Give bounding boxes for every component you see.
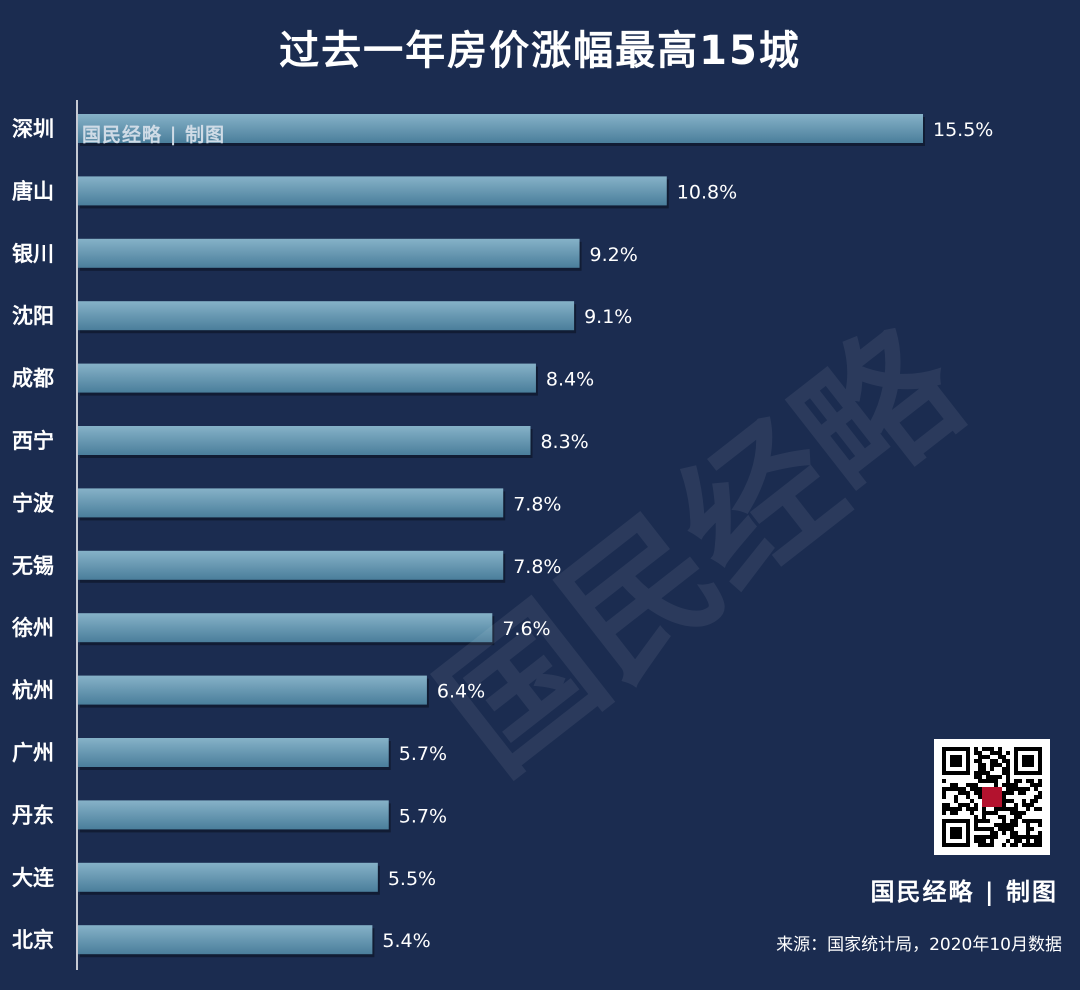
bar-14 — [78, 925, 373, 955]
category-label: 成都 — [12, 367, 54, 391]
bar-3 — [78, 238, 580, 268]
value-label: 6.4% — [437, 681, 485, 703]
bar-6 — [78, 426, 531, 455]
value-label: 10.8% — [677, 181, 737, 203]
value-label: 15.5% — [933, 119, 993, 141]
value-label: 8.3% — [540, 431, 588, 453]
value-label: 7.8% — [513, 556, 561, 578]
category-label: 沈阳 — [12, 304, 54, 328]
bar-1 — [78, 114, 923, 143]
value-label: 5.7% — [399, 743, 447, 765]
category-label: 无锡 — [12, 554, 54, 578]
category-label: 大连 — [12, 866, 55, 890]
value-label: 5.4% — [382, 930, 430, 952]
category-label: 丹东 — [12, 803, 54, 827]
brand-logo-text: 国民经略 | 制图 — [870, 877, 1058, 906]
category-label: 广州 — [12, 741, 54, 765]
chart-title: 过去一年房价涨幅最高15城 — [279, 28, 801, 74]
category-label: 唐山 — [12, 179, 54, 203]
category-label: 北京 — [12, 928, 54, 952]
bar-8 — [78, 550, 504, 580]
category-label: 宁波 — [12, 491, 55, 515]
source-note: 来源：国家统计局，2020年10月数据 — [776, 935, 1062, 955]
bar-5 — [78, 363, 536, 393]
qr-code[interactable] — [934, 739, 1050, 855]
bar-watermark: 国民经略 | 制图 — [82, 124, 226, 146]
bar-13 — [78, 862, 378, 892]
value-label: 9.1% — [584, 306, 632, 328]
bar-10 — [78, 675, 427, 705]
category-label: 深圳 — [12, 117, 54, 141]
qr-code-pattern — [942, 747, 1042, 847]
bar-11 — [78, 738, 389, 767]
category-label: 徐州 — [11, 616, 54, 640]
bar-9 — [78, 613, 493, 643]
category-label: 杭州 — [12, 679, 54, 703]
bar-12 — [78, 800, 389, 830]
qr-center-logo — [982, 787, 1002, 807]
value-label: 9.2% — [590, 244, 638, 266]
category-label: 银川 — [12, 242, 54, 266]
bar-7 — [78, 488, 504, 518]
bar-2 — [78, 176, 667, 206]
value-label: 7.6% — [502, 618, 550, 640]
value-label: 5.5% — [388, 868, 436, 890]
value-label: 8.4% — [546, 369, 594, 391]
category-label: 西宁 — [12, 429, 54, 453]
value-label: 7.8% — [513, 493, 561, 515]
bar-4 — [78, 301, 575, 331]
value-label: 5.7% — [399, 805, 447, 827]
